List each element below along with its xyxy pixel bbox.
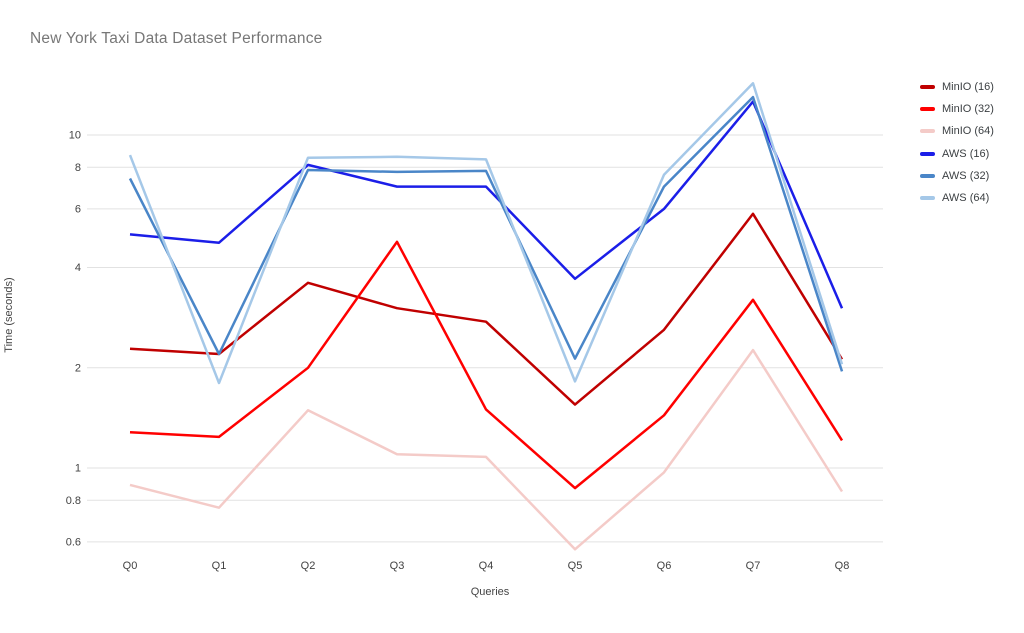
legend-swatch-minio-64 xyxy=(920,129,935,134)
legend-swatch-minio-32 xyxy=(920,107,935,112)
legend-item-aws-32: AWS (32) xyxy=(920,165,994,187)
legend-item-aws-16: AWS (16) xyxy=(920,143,994,165)
legend-item-minio-64: MinIO (64) xyxy=(920,120,994,142)
legend-swatch-aws-16 xyxy=(920,151,935,156)
x-tick-label: Q8 xyxy=(835,560,850,572)
legend-item-aws-64: AWS (64) xyxy=(920,187,994,209)
legend-swatch-aws-64 xyxy=(920,196,935,201)
x-tick-label: Q4 xyxy=(479,560,494,572)
series-line-minio-64 xyxy=(129,348,844,551)
series-line-aws-16 xyxy=(129,100,844,309)
legend-label: AWS (32) xyxy=(942,169,990,182)
y-tick-label: 8 xyxy=(75,162,81,174)
series-line-minio-16 xyxy=(129,212,844,406)
x-tick-label: Q5 xyxy=(568,560,583,572)
y-axis-title: Time (seconds) xyxy=(3,277,15,353)
legend-label: AWS (16) xyxy=(942,147,990,160)
y-tick-label: 4 xyxy=(75,262,81,274)
x-tick-label: Q7 xyxy=(746,560,761,572)
y-tick-label: 10 xyxy=(69,130,81,142)
x-tick-label: Q0 xyxy=(123,560,138,572)
series-line-minio-32 xyxy=(129,240,844,490)
legend-label: MinIO (64) xyxy=(942,125,994,138)
series-line-aws-32 xyxy=(128,95,844,372)
x-tick-label: Q3 xyxy=(390,560,405,572)
y-tick-label: 0.8 xyxy=(66,495,81,507)
chart-legend: MinIO (16) MinIO (32) MinIO (64) AWS (16) AW… xyxy=(920,76,994,209)
legend-swatch-minio-16 xyxy=(920,85,935,90)
y-tick-label: 6 xyxy=(75,203,81,215)
series-line-aws-64 xyxy=(128,82,844,385)
x-tick-label: Q1 xyxy=(212,560,227,572)
x-tick-label: Q2 xyxy=(301,560,316,572)
legend-swatch-aws-32 xyxy=(920,173,935,178)
legend-label: MinIO (32) xyxy=(942,103,994,116)
x-axis-title: Queries xyxy=(470,586,510,598)
legend-label: AWS (64) xyxy=(942,192,990,205)
chart-title: New York Taxi Data Dataset Performance xyxy=(30,30,323,47)
legend-item-minio-32: MinIO (32) xyxy=(920,98,994,120)
y-tick-label: 2 xyxy=(75,362,81,374)
y-tick-label: 0.6 xyxy=(66,536,81,548)
y-tick-label: 1 xyxy=(75,463,81,475)
legend-label: MinIO (16) xyxy=(942,81,994,94)
x-tick-label: Q6 xyxy=(657,560,672,572)
legend-item-minio-16: MinIO (16) xyxy=(920,76,994,98)
